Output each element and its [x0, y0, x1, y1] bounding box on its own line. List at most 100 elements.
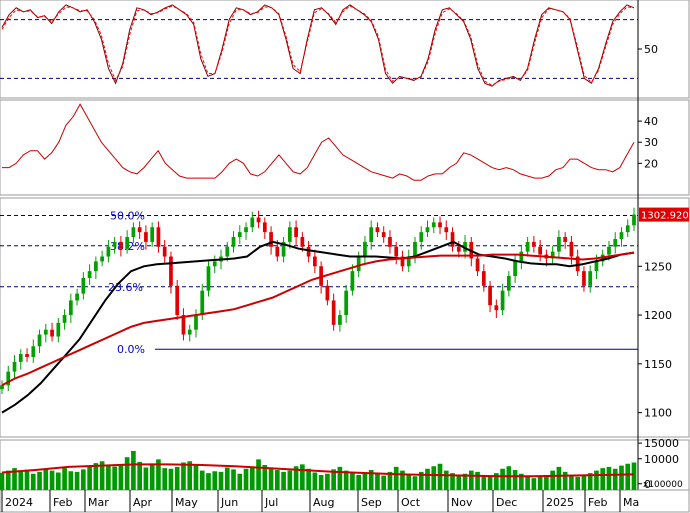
volume-bar: [131, 450, 136, 490]
x-tick-label: Ma: [623, 496, 639, 509]
candle-body: [94, 261, 98, 272]
candle-body: [181, 315, 186, 335]
candle-body: [431, 222, 436, 228]
volume-bar: [193, 465, 199, 490]
volume-bar: [55, 472, 61, 490]
candle-body: [619, 232, 624, 239]
volume-panel: [0, 450, 637, 490]
volume-bar: [112, 466, 117, 490]
candle-body: [306, 246, 311, 257]
candle-body: [582, 271, 586, 286]
candle-body: [50, 329, 54, 337]
volume-bar: [331, 469, 336, 490]
y-tick-label: 1150: [644, 358, 672, 371]
candle-body: [325, 285, 330, 301]
candle-body: [632, 214, 636, 226]
candle-body: [381, 232, 386, 238]
x-tick-label: Nov: [451, 496, 473, 509]
candle-body: [538, 246, 542, 255]
volume-bar: [437, 463, 443, 490]
candle-body: [144, 232, 148, 242]
volume-bar: [612, 468, 618, 490]
candle-body: [569, 241, 574, 257]
volume-bar: [287, 470, 293, 490]
y-tick-label: 1200: [644, 309, 672, 322]
volume-bar: [625, 463, 631, 490]
volume-bar: [30, 473, 36, 490]
volume-bar: [275, 470, 280, 490]
candle-body: [363, 241, 367, 257]
price-panel: 50.0%38.2%23.6%0.0%: [0, 207, 638, 414]
volume-bar: [106, 465, 111, 490]
candle-body: [225, 246, 230, 257]
volume-bar: [168, 468, 174, 490]
candle-body: [344, 290, 349, 316]
volume-bar: [312, 472, 318, 490]
candle-body: [25, 354, 29, 358]
volume-bar: [37, 471, 42, 490]
volume-bar: [400, 470, 405, 490]
candle-body: [519, 251, 524, 262]
candle-body: [269, 232, 273, 247]
volume-bar: [450, 473, 455, 490]
volume-bar: [149, 463, 155, 490]
volume-bar: [268, 467, 274, 490]
volume-bar: [606, 466, 612, 490]
volume-bar: [531, 478, 537, 490]
volume-bar: [118, 464, 124, 490]
candle-body: [31, 346, 36, 358]
volume-bar: [81, 469, 86, 490]
candle-body: [500, 290, 505, 311]
candle-body: [313, 256, 317, 267]
volume-bar: [350, 473, 355, 490]
candle-body: [369, 227, 374, 242]
candle-body: [513, 261, 517, 277]
candle-body: [331, 300, 336, 325]
candle-body: [613, 238, 618, 247]
last-price-label: 1302.920: [641, 211, 689, 222]
candle-body: [0, 385, 4, 390]
volume-bar: [525, 476, 530, 490]
volume-bar: [393, 466, 399, 490]
candle-body: [87, 271, 92, 278]
volume-bar: [575, 476, 581, 490]
volume-bar: [12, 468, 17, 490]
stochastic-line-1: [1, 4, 635, 87]
volume-bar: [74, 471, 80, 490]
volume-bar: [337, 466, 343, 490]
stochastic-line-2: [1, 5, 635, 86]
candle-body: [244, 227, 248, 233]
x-tick-label: Apr: [133, 496, 153, 509]
volume-bar: [506, 466, 512, 490]
volume-bar: [500, 468, 505, 490]
volume-bar: [462, 473, 468, 490]
y-tick-label: 1250: [644, 260, 672, 273]
candle-body: [56, 322, 61, 337]
candle-body: [187, 329, 192, 335]
candle-body: [169, 256, 173, 286]
candle-body: [287, 227, 292, 242]
x-tick-label: Feb: [588, 496, 607, 509]
candle-body: [557, 237, 561, 252]
volume-bar: [431, 466, 437, 490]
volume-bar: [24, 469, 30, 490]
volume-bar: [569, 475, 574, 490]
fib-level-label: 50.0%: [110, 210, 145, 223]
candle-body: [425, 227, 430, 233]
volume-bar: [362, 472, 368, 490]
candle-body: [125, 237, 130, 249]
volume-bar: [325, 473, 330, 490]
volume-bar: [443, 470, 449, 490]
candle-body: [607, 246, 611, 255]
volume-bar: [249, 466, 255, 490]
volume-bar: [494, 473, 499, 490]
candle-body: [413, 241, 417, 257]
candle-body: [200, 290, 205, 316]
volume-bar: [487, 476, 493, 490]
volume-bar: [262, 465, 268, 490]
candle-body: [450, 232, 455, 247]
volume-bar: [18, 471, 24, 490]
y-tick-label: 20: [644, 157, 658, 170]
volume-bar: [156, 459, 161, 490]
